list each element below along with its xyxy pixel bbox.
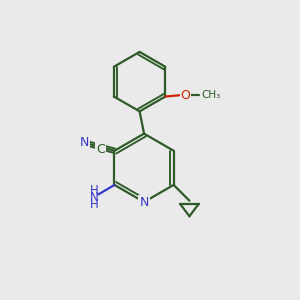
Text: N: N — [140, 196, 149, 208]
Text: CH₃: CH₃ — [202, 90, 221, 100]
Text: H: H — [90, 198, 99, 211]
Text: N: N — [80, 136, 89, 149]
Text: H: H — [90, 184, 99, 197]
Text: N: N — [90, 191, 99, 204]
Text: C: C — [97, 142, 105, 156]
Text: O: O — [181, 88, 190, 101]
